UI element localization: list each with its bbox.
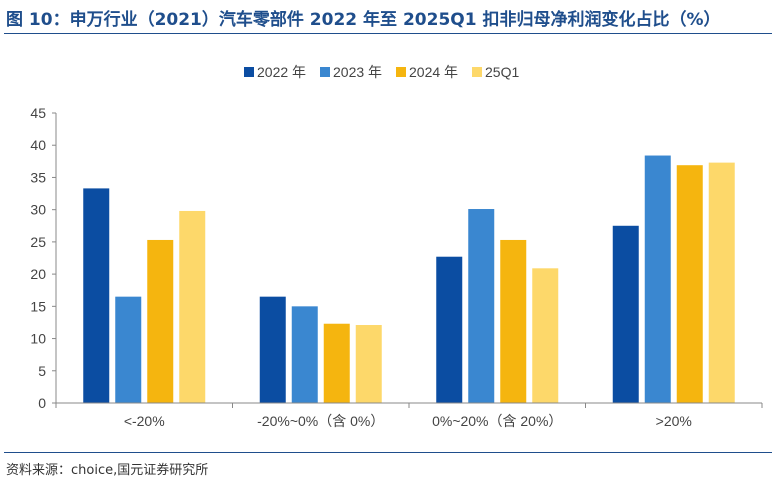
bar [436,256,463,403]
bar [708,162,735,403]
bar [676,165,703,403]
legend-swatch [396,67,406,77]
legend-swatch [472,67,482,77]
y-tick-label: 35 [30,169,46,185]
bar [179,210,206,403]
y-axis: 0 5 10 15 20 25 30 35 40 45 [30,105,57,411]
y-tick-label: 20 [30,266,46,282]
legend-label: 25Q1 [485,64,519,80]
bottom-rule [4,452,772,453]
y-tick-label: 25 [30,234,46,250]
bar [291,306,318,403]
y-tick-label: 5 [38,363,46,379]
legend-label: 2024 年 [409,64,458,80]
legend-swatch [320,67,330,77]
bar [323,323,350,403]
bar [468,209,495,403]
bar [147,239,174,403]
y-tick-label: 0 [38,395,46,411]
y-tick-label: 30 [30,202,46,218]
bar [500,239,527,403]
legend-swatch [244,67,254,77]
y-tick-label: 45 [30,105,46,121]
x-axis: <-20% -20%~0%（含 0%） 0%~20%（含 20%） >20% [55,402,763,429]
chart-bars [83,155,735,403]
chart-legend: 2022 年 2023 年 2024 年 25Q1 [244,64,519,80]
bar [644,155,671,403]
x-tick-label: 0%~20%（含 20%） [432,413,562,429]
x-tick-label: -20%~0%（含 0%） [257,413,384,429]
bar [532,268,559,403]
y-tick-label: 10 [30,331,46,347]
bar [83,188,110,403]
legend-label: 2022 年 [257,64,306,80]
y-tick-label: 15 [30,298,46,314]
title-rule [4,33,772,34]
figure-title: 图 10：申万行业（2021）汽车零部件 2022 年至 2025Q1 扣非归母… [6,10,721,30]
source-note: 资料来源：choice,国元证券研究所 [6,463,209,478]
bar [259,296,286,403]
bar [355,325,382,403]
bar [115,296,142,403]
bar [612,225,639,403]
x-tick-label: >20% [656,413,692,429]
y-tick-label: 40 [30,137,46,153]
x-tick-label: <-20% [124,413,165,429]
legend-label: 2023 年 [333,64,382,80]
